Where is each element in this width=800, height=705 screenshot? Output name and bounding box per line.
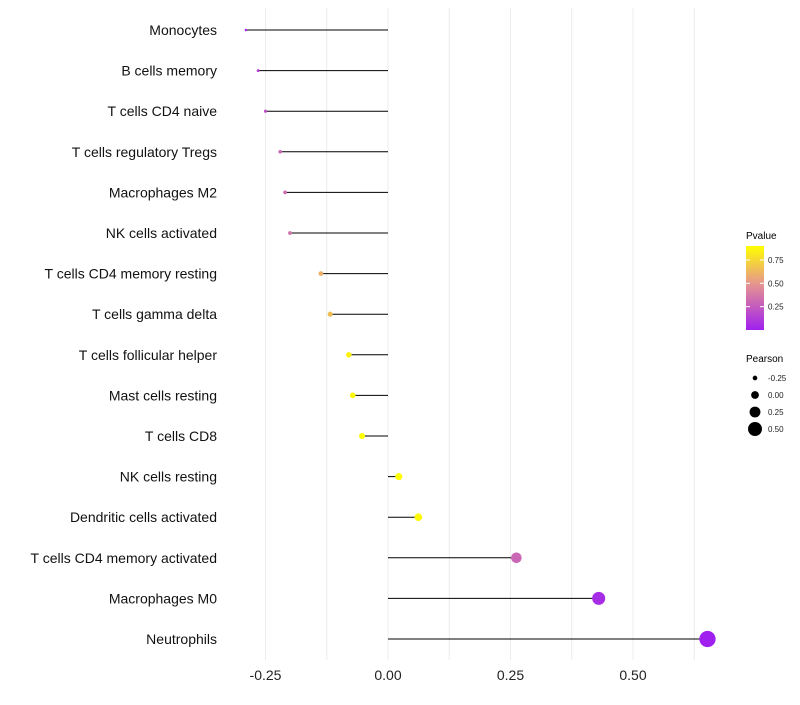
lollipop-point (395, 473, 403, 481)
pvalue-tick-label: 0.50 (768, 279, 784, 288)
pearson-legend-dot (748, 422, 762, 436)
lollipop-point (283, 190, 287, 195)
lollipop-point (592, 591, 606, 605)
stem-layer (245, 29, 708, 640)
pearson-legend-label: -0.25 (768, 374, 787, 383)
pearson-legend-title: Pearson (746, 354, 783, 365)
category-label: T cells gamma delta (92, 306, 217, 322)
lollipop-point (327, 311, 333, 317)
category-label: T cells CD4 naive (108, 103, 218, 119)
category-label: Macrophages M0 (109, 590, 217, 606)
category-label: NK cells activated (106, 225, 217, 241)
x-tick-label: 0.50 (619, 667, 646, 683)
category-label: T cells follicular helper (79, 347, 218, 363)
pvalue-colorbar (746, 246, 764, 330)
category-label: T cells CD4 memory activated (31, 550, 217, 566)
category-label: Mast cells resting (109, 387, 217, 403)
lollipop-point (699, 630, 716, 648)
pearson-legend-dot (752, 375, 758, 381)
category-label: T cells CD4 memory resting (45, 266, 217, 282)
pearson-legend-dot (749, 406, 761, 418)
pvalue-legend-ticks: 0.25 0.50 0.75 (746, 256, 784, 312)
pearson-legend-label: 0.25 (768, 408, 784, 417)
lollipop-point (318, 271, 324, 276)
lollipop-point (414, 513, 423, 522)
category-label: T cells regulatory Tregs (72, 144, 217, 160)
x-tick-label: 0.25 (497, 667, 524, 683)
category-label: Dendritic cells activated (70, 509, 217, 525)
lollipop-point (349, 392, 356, 399)
x-axis-ticks: -0.25 0.00 0.25 0.50 (250, 667, 647, 683)
lollipop-point (278, 150, 282, 154)
pearson-legend-label: 0.00 (768, 391, 784, 400)
pearson-legend-entries: -0.25 0.00 0.25 0.50 (748, 374, 787, 436)
lollipop-point (359, 432, 366, 440)
pvalue-tick-label: 0.25 (768, 303, 784, 312)
pvalue-legend-title: Pvalue (746, 231, 777, 242)
pearson-legend-dot (751, 391, 759, 399)
lollipop-point (288, 231, 292, 235)
category-label: B cells memory (121, 63, 217, 79)
category-label: Neutrophils (146, 631, 217, 647)
category-label: Macrophages M2 (109, 184, 217, 200)
category-labels: Monocytes B cells memory T cells CD4 naive… (31, 22, 218, 647)
lollipop-point (345, 351, 352, 358)
category-label: T cells CD8 (145, 428, 217, 444)
pvalue-tick-label: 0.75 (768, 256, 784, 265)
grid-layer (265, 8, 695, 660)
lollipop-point (511, 552, 522, 564)
pvalue-legend: Pvalue 0.25 0.50 0.75 (746, 231, 784, 330)
pearson-legend-label: 0.50 (768, 425, 784, 434)
lollipop-point (244, 28, 248, 32)
x-tick-label: 0.00 (374, 667, 401, 683)
x-tick-label: -0.25 (250, 667, 282, 683)
point-layer (244, 28, 716, 648)
lollipop-point (256, 69, 260, 73)
category-label: NK cells resting (120, 469, 217, 485)
category-label: Monocytes (149, 22, 217, 38)
pearson-legend: Pearson -0.25 0.00 0.25 0.50 (746, 354, 787, 436)
lollipop-point (263, 109, 268, 113)
